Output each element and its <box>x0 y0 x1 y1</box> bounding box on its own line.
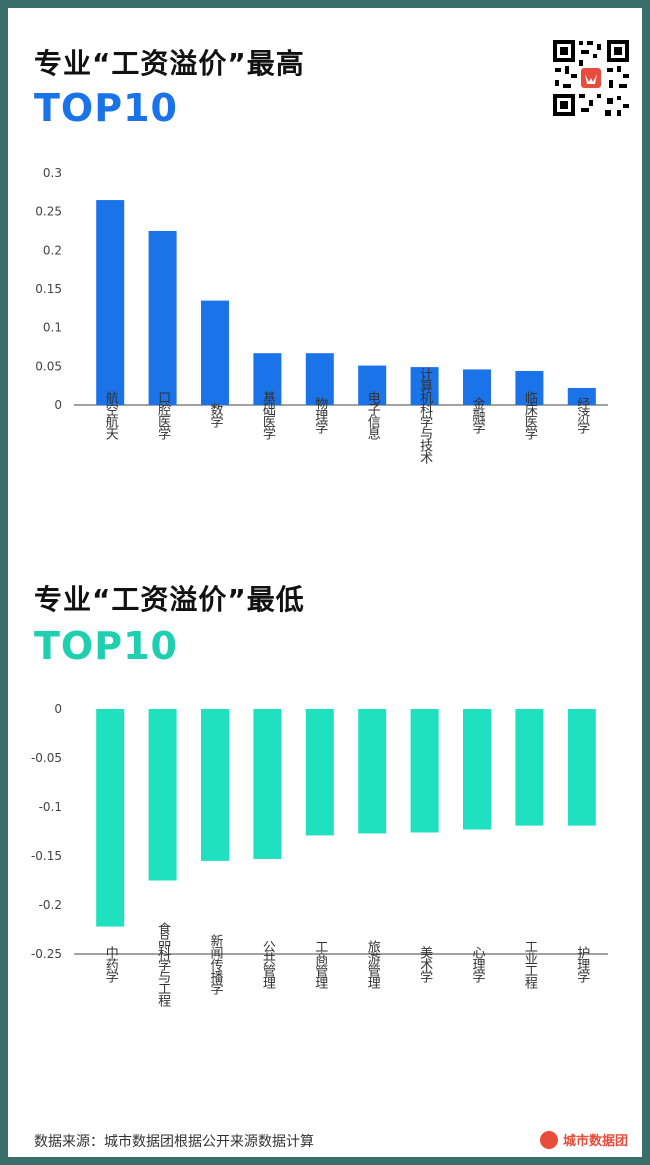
bottom-chart-title: 专业“工资溢价”最低 <box>34 583 305 616</box>
top-y-tick: 0.1 <box>43 321 62 335</box>
bottom-bar <box>358 709 387 834</box>
top-bar <box>515 370 544 405</box>
top-category-label: 航空航天 <box>103 390 119 440</box>
bottom-bar <box>515 709 544 826</box>
bottom-bar <box>253 709 282 859</box>
top-y-tick: 0.05 <box>35 359 62 373</box>
top-category-label: 口腔医学 <box>155 391 171 440</box>
top-category-label: 基础医学 <box>260 391 276 440</box>
top-bar <box>358 365 387 405</box>
bottom-y-tick: -0.05 <box>31 751 62 765</box>
top-category-label: 计算机科学与技术 <box>417 367 433 464</box>
top-bar <box>96 200 125 405</box>
top-bar <box>410 367 439 405</box>
bottom-chart-subtitle: TOP10 <box>34 624 178 668</box>
bottom-category-label: 心理学 <box>470 946 486 983</box>
bottom-category-label: 工商管理 <box>312 940 328 988</box>
top-category-label: 物理学 <box>312 397 328 434</box>
brand-logo: 城市数据团 <box>539 1130 628 1149</box>
top-bar <box>305 353 334 405</box>
bottom-category-label: 美术学 <box>417 946 433 983</box>
top-y-tick: 0.3 <box>43 166 62 180</box>
data-source-note: 数据来源：城市数据团根据公开来源数据计算 <box>34 1134 314 1150</box>
bottom-category-label: 旅游管理 <box>365 940 381 988</box>
top-category-label: 金融学 <box>470 396 486 434</box>
bottom-bar <box>305 709 334 836</box>
bottom-y-tick: -0.1 <box>39 800 62 814</box>
top-category-label: 临床医学 <box>522 391 538 440</box>
bottom-y-tick: -0.15 <box>31 849 62 863</box>
top-bar-chart: 0 0.05 0.1 0.15 0.2 0.25 0.3 航空航天 口腔医学 数学 基础医学 物理学 电… <box>35 166 608 464</box>
top-y-tick: 0.15 <box>35 282 62 296</box>
top-bar <box>201 300 229 405</box>
bottom-bar <box>148 709 177 881</box>
bottom-bar <box>410 709 439 833</box>
bottom-category-label: 公共管理 <box>260 940 276 988</box>
top-category-label: 经济学 <box>574 397 590 434</box>
bottom-category-label: 食品科学与工程 <box>155 921 171 1008</box>
top-category-label: 电子信息 <box>365 391 381 440</box>
top-bar <box>567 387 596 405</box>
bottom-bar <box>201 709 229 861</box>
top-chart-title: 专业“工资溢价”最高 <box>34 47 305 80</box>
top-bar <box>253 353 282 405</box>
bottom-y-tick: -0.25 <box>31 947 62 961</box>
top-category-label: 数学 <box>208 403 224 428</box>
brand-name: 城市数据团 <box>562 1134 628 1149</box>
poster-card: 专业“工资溢价”最高 TOP10 0 0.05 0.1 0.15 0.2 0.25 0.3 航… <box>8 8 642 1157</box>
bottom-category-label: 工业工程 <box>522 940 538 990</box>
bottom-y-tick: 0 <box>54 702 62 716</box>
top-y-tick: 0.25 <box>35 205 62 219</box>
top-bar <box>148 231 177 405</box>
bottom-category-label: 新闻传播学 <box>208 933 224 995</box>
bottom-bar-chart: 0 -0.05 -0.1 -0.15 -0.2 -0.25 中药学 食品科学与工程 新闻传播学 公… <box>31 702 608 1008</box>
bottom-bar <box>96 709 125 927</box>
top-y-tick: 0 <box>54 398 62 412</box>
top-chart-subtitle: TOP10 <box>34 86 178 130</box>
bottom-category-label: 中药学 <box>103 946 119 983</box>
top-bar <box>463 369 491 405</box>
fox-logo-icon <box>539 1130 558 1149</box>
bottom-bar <box>567 709 596 826</box>
bottom-category-label: 护理学 <box>574 946 590 983</box>
qr-code-icon <box>551 38 631 118</box>
top-y-tick: 0.2 <box>43 243 62 257</box>
bottom-bar <box>463 709 491 830</box>
bottom-y-tick: -0.2 <box>39 898 62 912</box>
